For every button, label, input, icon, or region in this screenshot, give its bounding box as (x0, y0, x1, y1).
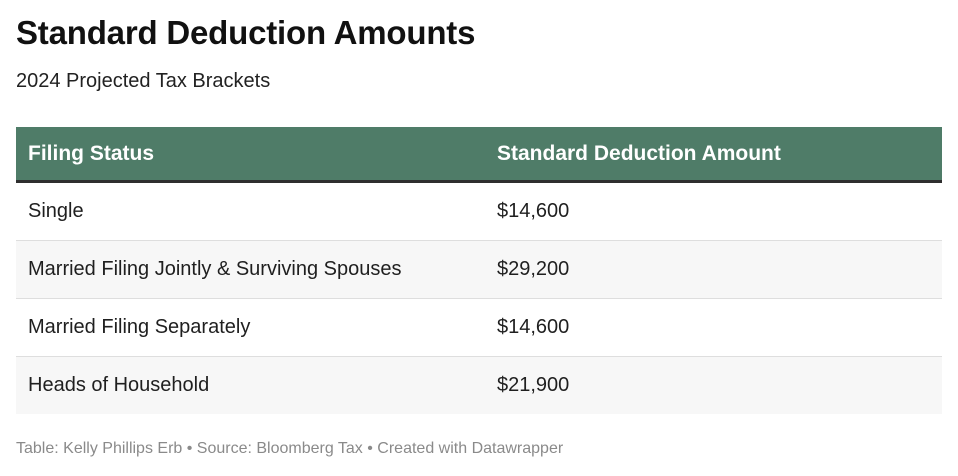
column-header-deduction-amount: Standard Deduction Amount (497, 142, 781, 165)
table-subtitle: 2024 Projected Tax Brackets (16, 70, 271, 92)
deduction-amount-cell: $14,600 (497, 200, 570, 222)
filing-status-cell: Single (28, 200, 84, 222)
table-row: Married Filing Separately $14,600 (16, 299, 942, 357)
source-footer: Table: Kelly Phillips Erb • Source: Bloo… (16, 440, 564, 457)
filing-status-cell: Heads of Household (28, 374, 210, 396)
filing-status-cell: Married Filing Separately (28, 316, 251, 338)
table-row: Heads of Household $21,900 (16, 357, 942, 414)
table-header-row: Filing Status Standard Deduction Amount (16, 127, 942, 183)
filing-status-cell: Married Filing Jointly & Surviving Spous… (28, 258, 402, 280)
deduction-amount-cell: $14,600 (497, 316, 570, 338)
table-title: Standard Deduction Amounts (16, 14, 476, 51)
deduction-amount-cell: $21,900 (497, 374, 570, 396)
deduction-table: Filing Status Standard Deduction Amount … (16, 127, 942, 414)
deduction-amount-cell: $29,200 (497, 258, 570, 280)
table-row: Married Filing Jointly & Surviving Spous… (16, 241, 942, 299)
table-row: Single $14,600 (16, 183, 942, 241)
column-header-filing-status: Filing Status (28, 142, 154, 165)
